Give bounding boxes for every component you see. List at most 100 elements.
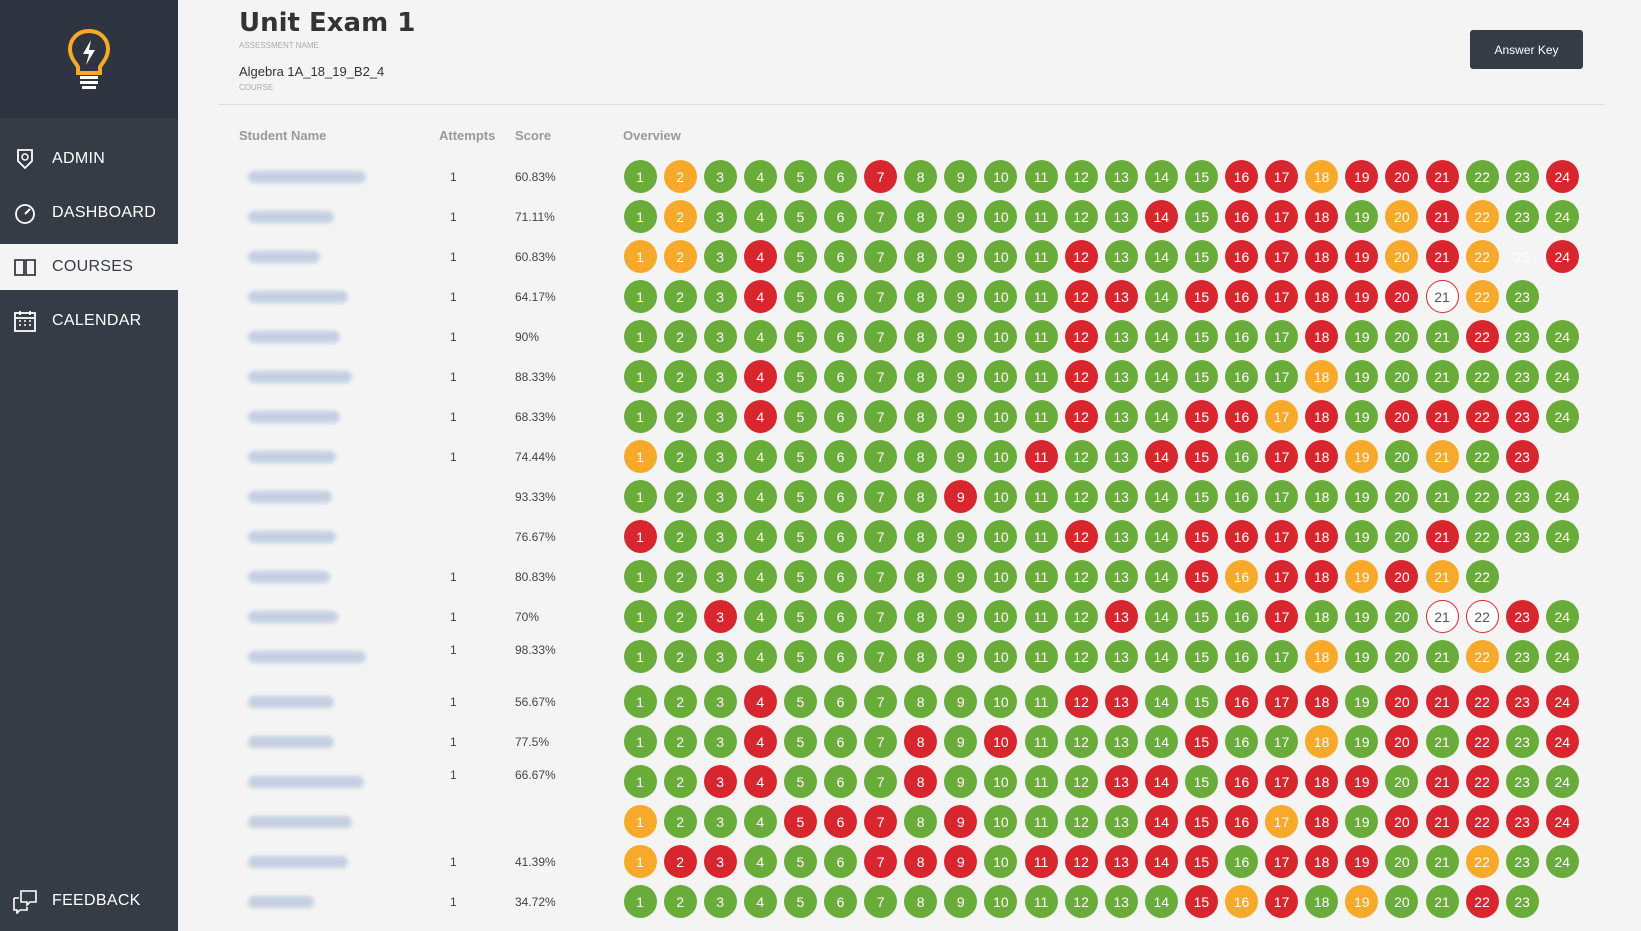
question-result-2[interactable]: 2 — [663, 600, 697, 633]
question-result-16[interactable]: 16 — [1225, 560, 1258, 593]
question-result-12[interactable]: 12 — [1064, 280, 1098, 313]
question-result-22[interactable]: 22 — [1465, 560, 1499, 593]
student-name-redacted[interactable] — [248, 571, 330, 583]
question-result-19[interactable]: 19 — [1345, 725, 1379, 758]
question-result-16[interactable]: 16 — [1225, 360, 1258, 393]
question-result-7[interactable]: 7 — [864, 600, 898, 633]
question-result-11[interactable]: 11 — [1024, 520, 1058, 553]
question-result-9[interactable]: 9 — [944, 200, 978, 233]
question-result-16[interactable]: 16 — [1225, 845, 1258, 878]
question-result-5[interactable]: 5 — [783, 440, 817, 473]
question-result-22[interactable]: 22 — [1465, 240, 1499, 273]
question-result-14[interactable]: 14 — [1144, 845, 1178, 878]
student-name-redacted[interactable] — [248, 776, 364, 788]
question-result-16[interactable]: 16 — [1225, 280, 1258, 313]
question-result-12[interactable]: 12 — [1064, 400, 1098, 433]
question-result-23[interactable]: 23 — [1505, 360, 1539, 393]
question-result-21[interactable]: 21 — [1425, 440, 1459, 473]
question-result-3[interactable]: 3 — [703, 200, 737, 233]
question-result-2[interactable]: 2 — [663, 320, 697, 353]
question-result-6[interactable]: 6 — [824, 440, 857, 473]
table-row[interactable]: 93.33% 1 2 3 4 5 6 7 8 9 10 11 12 13 14 15 16 17 18 19 20 21 2… — [0, 479, 1641, 515]
question-result-23[interactable]: 23 — [1505, 320, 1539, 353]
question-result-13[interactable]: 13 — [1104, 725, 1138, 758]
question-result-16[interactable]: 16 — [1225, 480, 1258, 513]
question-result-12[interactable]: 12 — [1064, 805, 1098, 838]
question-result-10[interactable]: 10 — [984, 600, 1018, 633]
question-result-8[interactable]: 8 — [904, 845, 938, 878]
question-result-5[interactable]: 5 — [783, 685, 817, 718]
question-result-18[interactable]: 18 — [1305, 725, 1339, 758]
question-result-13[interactable]: 13 — [1104, 520, 1138, 553]
question-result-7[interactable]: 7 — [864, 640, 898, 673]
question-result-3[interactable]: 3 — [703, 400, 737, 433]
question-result-22[interactable]: 22 — [1465, 320, 1499, 353]
question-result-11[interactable]: 11 — [1024, 725, 1058, 758]
question-result-16[interactable]: 16 — [1225, 320, 1258, 353]
question-result-8[interactable]: 8 — [904, 600, 938, 633]
question-result-5[interactable]: 5 — [783, 885, 817, 918]
question-result-18[interactable]: 18 — [1305, 765, 1339, 798]
question-result-12[interactable]: 12 — [1064, 560, 1098, 593]
question-result-12[interactable]: 12 — [1064, 685, 1098, 718]
question-result-10[interactable]: 10 — [984, 240, 1018, 273]
question-result-11[interactable]: 11 — [1024, 440, 1058, 473]
question-result-21[interactable]: 21 — [1425, 765, 1459, 798]
question-result-9[interactable]: 9 — [944, 725, 978, 758]
question-result-9[interactable]: 9 — [944, 845, 978, 878]
question-result-4[interactable]: 4 — [743, 805, 777, 838]
question-result-22[interactable]: 22 — [1465, 360, 1499, 393]
question-result-12[interactable]: 12 — [1064, 765, 1098, 798]
question-result-12[interactable]: 12 — [1064, 640, 1098, 673]
question-result-14[interactable]: 14 — [1144, 440, 1178, 473]
question-result-20[interactable]: 20 — [1385, 160, 1419, 193]
question-result-10[interactable]: 10 — [984, 480, 1018, 513]
question-result-13[interactable]: 13 — [1104, 360, 1138, 393]
student-name-redacted[interactable] — [248, 211, 334, 223]
question-result-18[interactable]: 18 — [1305, 685, 1339, 718]
question-result-9[interactable]: 9 — [944, 520, 978, 553]
question-result-2[interactable]: 2 — [663, 200, 697, 233]
question-result-20[interactable]: 20 — [1385, 320, 1419, 353]
question-result-6[interactable]: 6 — [824, 280, 857, 313]
question-result-21[interactable]: 21 — [1425, 805, 1459, 838]
question-result-10[interactable]: 10 — [984, 280, 1018, 313]
question-result-4[interactable]: 4 — [743, 685, 777, 718]
question-result-19[interactable]: 19 — [1345, 360, 1379, 393]
question-result-12[interactable]: 12 — [1064, 600, 1098, 633]
question-result-11[interactable]: 11 — [1024, 400, 1058, 433]
question-result-10[interactable]: 10 — [984, 805, 1018, 838]
question-result-3[interactable]: 3 — [703, 725, 737, 758]
question-result-5[interactable]: 5 — [783, 360, 817, 393]
question-result-9[interactable]: 9 — [944, 280, 978, 313]
question-result-21[interactable]: 21 — [1425, 400, 1459, 433]
question-result-8[interactable]: 8 — [904, 440, 938, 473]
question-result-21[interactable]: 21 — [1425, 240, 1459, 273]
table-row[interactable]: 1 80.83% 1 2 3 4 5 6 7 8 9 10 11 12 13 14 15 16 17 18 19 20 21… — [0, 559, 1641, 595]
question-result-12[interactable]: 12 — [1064, 845, 1098, 878]
question-result-15[interactable]: 15 — [1184, 885, 1218, 918]
question-result-4[interactable]: 4 — [743, 320, 777, 353]
question-result-14[interactable]: 14 — [1144, 480, 1178, 513]
question-result-3[interactable]: 3 — [703, 480, 737, 513]
question-result-3[interactable]: 3 — [703, 520, 737, 553]
question-result-3[interactable]: 3 — [703, 885, 737, 918]
question-result-1[interactable]: 1 — [623, 360, 657, 393]
question-result-1[interactable]: 1 — [623, 440, 657, 473]
question-result-15[interactable]: 15 — [1184, 400, 1218, 433]
question-result-12[interactable]: 12 — [1064, 520, 1098, 553]
question-result-14[interactable]: 14 — [1144, 240, 1178, 273]
question-result-1[interactable]: 1 — [623, 480, 657, 513]
question-result-11[interactable]: 11 — [1024, 600, 1058, 633]
question-result-24[interactable]: 24 — [1545, 400, 1579, 433]
question-result-10[interactable]: 10 — [984, 440, 1018, 473]
table-row[interactable]: 1 90% 1 2 3 4 5 6 7 8 9 10 11 12 13 14 15 16 17 18 19 20 21 22 2… — [0, 319, 1641, 355]
question-result-17[interactable]: 17 — [1265, 805, 1299, 838]
answer-key-button[interactable]: Answer Key — [1470, 30, 1583, 69]
question-result-18[interactable]: 18 — [1305, 640, 1339, 673]
question-result-2[interactable]: 2 — [663, 885, 697, 918]
question-result-19[interactable]: 19 — [1345, 320, 1379, 353]
question-result-13[interactable]: 13 — [1104, 805, 1138, 838]
question-result-8[interactable]: 8 — [904, 640, 938, 673]
question-result-11[interactable]: 11 — [1024, 765, 1058, 798]
